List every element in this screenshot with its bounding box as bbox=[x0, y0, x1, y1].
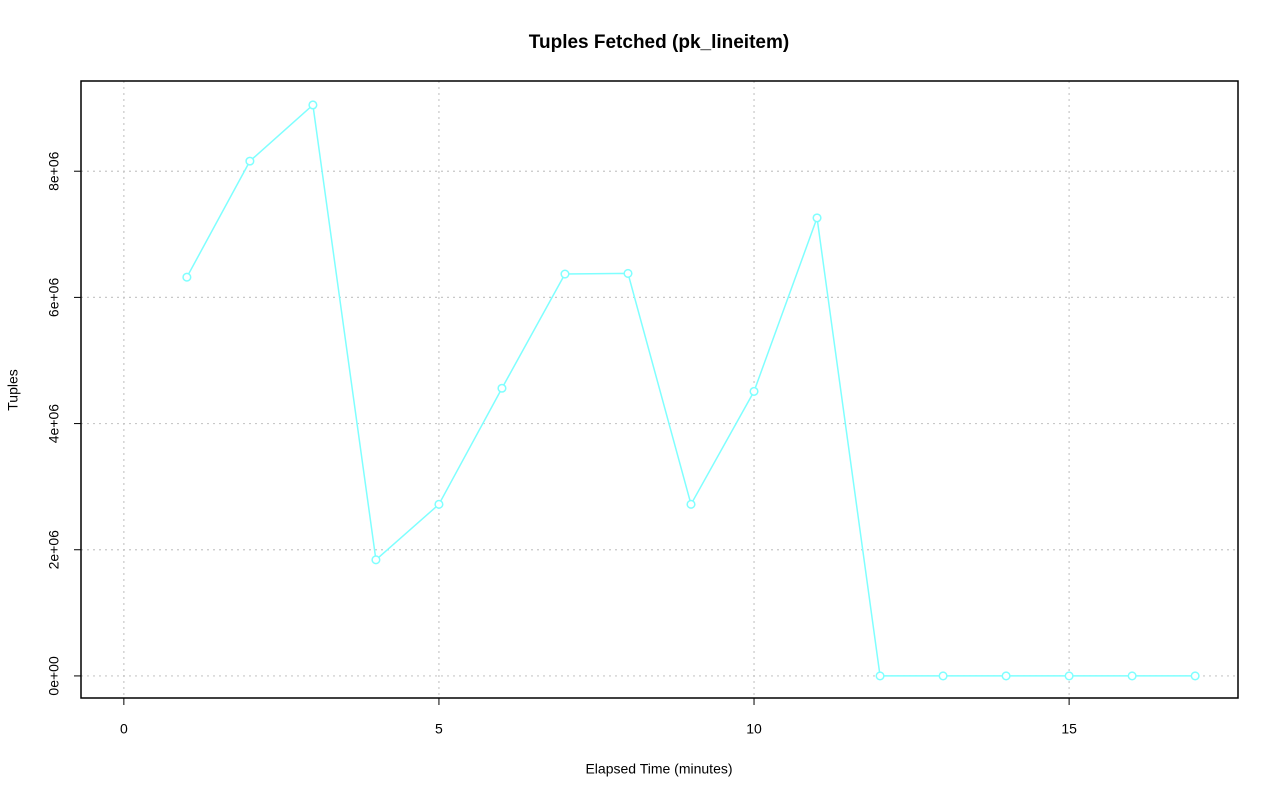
x-tick-label: 10 bbox=[746, 721, 762, 737]
data-point bbox=[1001, 671, 1011, 681]
plot-frame bbox=[80, 80, 1239, 699]
y-tick-label: 6e+06 bbox=[46, 278, 62, 318]
chart-title: Tuples Fetched (pk_lineitem) bbox=[529, 32, 789, 53]
series-line bbox=[186, 103, 1196, 677]
y-axis-label: Tuples bbox=[5, 369, 21, 411]
data-point bbox=[245, 156, 255, 166]
x-tick-label: 0 bbox=[120, 721, 128, 737]
data-point bbox=[308, 100, 318, 110]
data-point bbox=[686, 499, 696, 509]
data-point bbox=[182, 272, 192, 282]
data-point bbox=[371, 555, 381, 565]
data-point bbox=[938, 671, 948, 681]
data-point bbox=[812, 213, 822, 223]
data-point bbox=[875, 671, 885, 681]
data-point bbox=[434, 499, 444, 509]
data-point bbox=[1127, 671, 1137, 681]
data-point bbox=[623, 268, 633, 278]
data-point bbox=[749, 386, 759, 396]
y-tick-label: 4e+06 bbox=[46, 404, 62, 444]
x-tick-label: 15 bbox=[1061, 721, 1077, 737]
data-point bbox=[1190, 671, 1200, 681]
x-axis-label: Elapsed Time (minutes) bbox=[585, 761, 732, 777]
data-point bbox=[560, 269, 570, 279]
x-tick-label: 5 bbox=[435, 721, 443, 737]
y-tick-label: 8e+06 bbox=[46, 151, 62, 191]
data-point bbox=[1064, 671, 1074, 681]
y-tick-label: 2e+06 bbox=[46, 530, 62, 570]
y-tick-label: 0e+00 bbox=[46, 656, 62, 696]
data-point bbox=[497, 383, 507, 393]
